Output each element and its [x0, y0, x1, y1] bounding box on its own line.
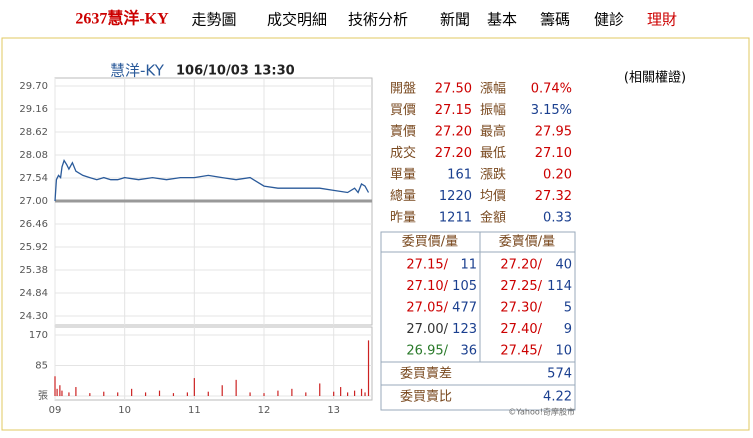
y-tick-label: 27.54	[19, 173, 48, 184]
quote-value: 27.32	[535, 189, 572, 204]
quote-value: 0.20	[543, 168, 572, 183]
bid-volume: 36	[460, 344, 477, 359]
ask-price: 27.40/	[500, 322, 542, 337]
bid-volume: 11	[460, 258, 477, 273]
y-tick-label: 張	[38, 390, 48, 402]
ask-volume: 10	[555, 344, 572, 359]
quote-label: 漲幅	[480, 82, 506, 97]
quote-label: 賣價	[390, 125, 416, 140]
quote-value: 3.15%	[531, 103, 572, 118]
order-header: 委買價/量	[402, 235, 458, 250]
y-tick-label: 28.08	[19, 150, 48, 161]
x-tick-label: 11	[188, 405, 201, 416]
y-tick-label: 27.00	[19, 196, 48, 207]
quote-label: 金額	[480, 210, 506, 226]
ask-price: 27.20/	[500, 258, 542, 273]
stock-name[interactable]: 2637慧洋-KY	[75, 9, 169, 28]
quote-label: 振幅	[480, 103, 506, 118]
y-tick-label: 28.62	[19, 127, 48, 138]
y-tick-label: 24.84	[19, 288, 48, 299]
y-tick-label: 25.92	[19, 242, 48, 253]
quote-label: 成交	[390, 145, 416, 161]
summary-label: 委買賣比	[400, 390, 452, 405]
bid-price: 26.95/	[406, 344, 448, 359]
x-tick-label: 12	[258, 405, 271, 416]
quote-value: 1220	[439, 189, 472, 204]
summary-value: 4.22	[543, 390, 572, 405]
nav-link[interactable]: 技術分析	[348, 11, 408, 29]
bid-volume: 477	[452, 301, 477, 316]
ask-price: 27.30/	[500, 301, 542, 316]
chart-subtitle: 106/10/03 13:30	[176, 64, 295, 79]
ask-volume: 5	[564, 301, 572, 316]
quote-value: 27.20	[435, 146, 472, 161]
bid-volume: 123	[452, 322, 477, 337]
bid-volume: 105	[452, 279, 477, 294]
quote-label: 漲跌	[480, 167, 506, 183]
quote-value: 161	[447, 168, 472, 183]
nav-link[interactable]: 理財	[647, 11, 677, 29]
quote-label: 最低	[480, 146, 506, 161]
ask-volume: 40	[555, 258, 572, 273]
bid-price: 27.00/	[406, 322, 448, 337]
x-tick-label: 09	[49, 405, 62, 416]
quote-label: 總量	[390, 188, 416, 204]
quote-label: 買價	[390, 103, 416, 118]
nav-link[interactable]: 新聞	[440, 11, 470, 29]
quote-value: 27.95	[535, 125, 572, 140]
y-tick-label: 24.30	[19, 311, 48, 322]
nav-link[interactable]: 成交明細	[267, 11, 327, 29]
price-line	[54, 158, 370, 202]
panel	[1, 37, 750, 431]
bid-price: 27.15/	[406, 258, 448, 273]
x-tick-label: 10	[118, 405, 131, 416]
order-header: 委賣價/量	[499, 235, 555, 250]
y-tick-label: 29.16	[19, 104, 48, 115]
y-tick-label: 26.46	[19, 219, 48, 230]
ask-price: 27.45/	[500, 344, 542, 359]
nav-link[interactable]: 基本	[487, 11, 517, 29]
quote-label: 均價	[480, 189, 506, 204]
quote-value: 27.15	[435, 103, 472, 118]
quote-label: 單量	[390, 168, 416, 183]
x-tick-label: 13	[327, 405, 340, 416]
summary-label: 委買賣差	[400, 367, 452, 382]
summary-value: 574	[547, 367, 572, 382]
warrants-link[interactable]: (相關權證)	[624, 70, 686, 86]
quote-value: 27.50	[435, 82, 472, 97]
credit: ©Yahoo!奇摩股市	[508, 407, 575, 417]
bid-price: 27.05/	[406, 301, 448, 316]
quote-value: 0.33	[543, 211, 572, 226]
quote-value: 27.20	[435, 125, 472, 140]
nav-link[interactable]: 健診	[594, 11, 624, 29]
y-tick-label: 25.38	[19, 265, 48, 276]
quote-value: 27.10	[535, 146, 572, 161]
bid-price: 27.10/	[406, 279, 448, 294]
quote-value: 1211	[439, 211, 472, 226]
y-tick-label: 85	[35, 361, 48, 372]
ask-price: 27.25/	[500, 279, 542, 294]
y-tick-label: 170	[29, 330, 48, 341]
order-box	[380, 231, 576, 411]
quote-label: 最高	[480, 124, 506, 140]
ask-volume: 9	[564, 322, 572, 337]
y-tick-label: 29.70	[19, 81, 48, 92]
chart-title: 慧洋-KY	[110, 62, 165, 80]
quote-label: 昨量	[390, 211, 416, 226]
ask-volume: 114	[547, 279, 572, 294]
nav-link[interactable]: 籌碼	[540, 11, 570, 29]
quote-value: 0.74%	[531, 82, 572, 97]
nav-link[interactable]: 走勢圖	[191, 11, 236, 29]
quote-label: 開盤	[390, 82, 416, 97]
